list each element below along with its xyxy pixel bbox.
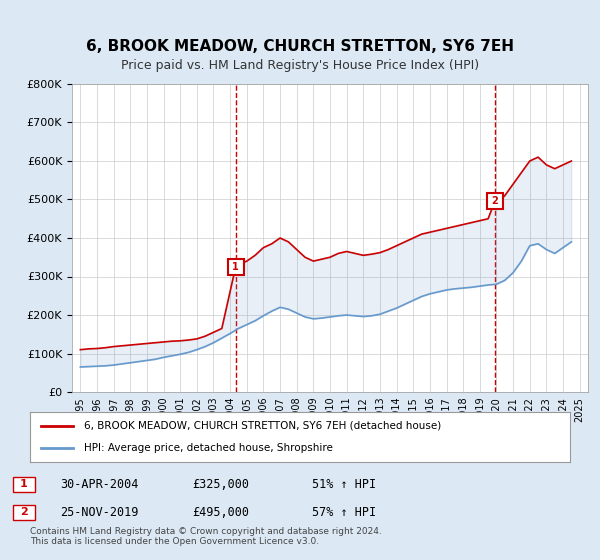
Text: 25-NOV-2019: 25-NOV-2019 [60, 506, 139, 519]
Text: 30-APR-2004: 30-APR-2004 [60, 478, 139, 491]
Text: 2: 2 [491, 197, 498, 207]
Text: 51% ↑ HPI: 51% ↑ HPI [312, 478, 376, 491]
Text: £495,000: £495,000 [192, 506, 249, 519]
Text: 1: 1 [232, 262, 239, 272]
Text: 6, BROOK MEADOW, CHURCH STRETTON, SY6 7EH (detached house): 6, BROOK MEADOW, CHURCH STRETTON, SY6 7E… [84, 421, 441, 431]
Text: HPI: Average price, detached house, Shropshire: HPI: Average price, detached house, Shro… [84, 443, 333, 453]
Text: 6, BROOK MEADOW, CHURCH STRETTON, SY6 7EH: 6, BROOK MEADOW, CHURCH STRETTON, SY6 7E… [86, 39, 514, 54]
Text: 2: 2 [20, 507, 28, 517]
Text: 1: 1 [20, 479, 28, 489]
Text: 57% ↑ HPI: 57% ↑ HPI [312, 506, 376, 519]
Text: £325,000: £325,000 [192, 478, 249, 491]
Text: Contains HM Land Registry data © Crown copyright and database right 2024.
This d: Contains HM Land Registry data © Crown c… [30, 526, 382, 546]
Text: Price paid vs. HM Land Registry's House Price Index (HPI): Price paid vs. HM Land Registry's House … [121, 59, 479, 72]
